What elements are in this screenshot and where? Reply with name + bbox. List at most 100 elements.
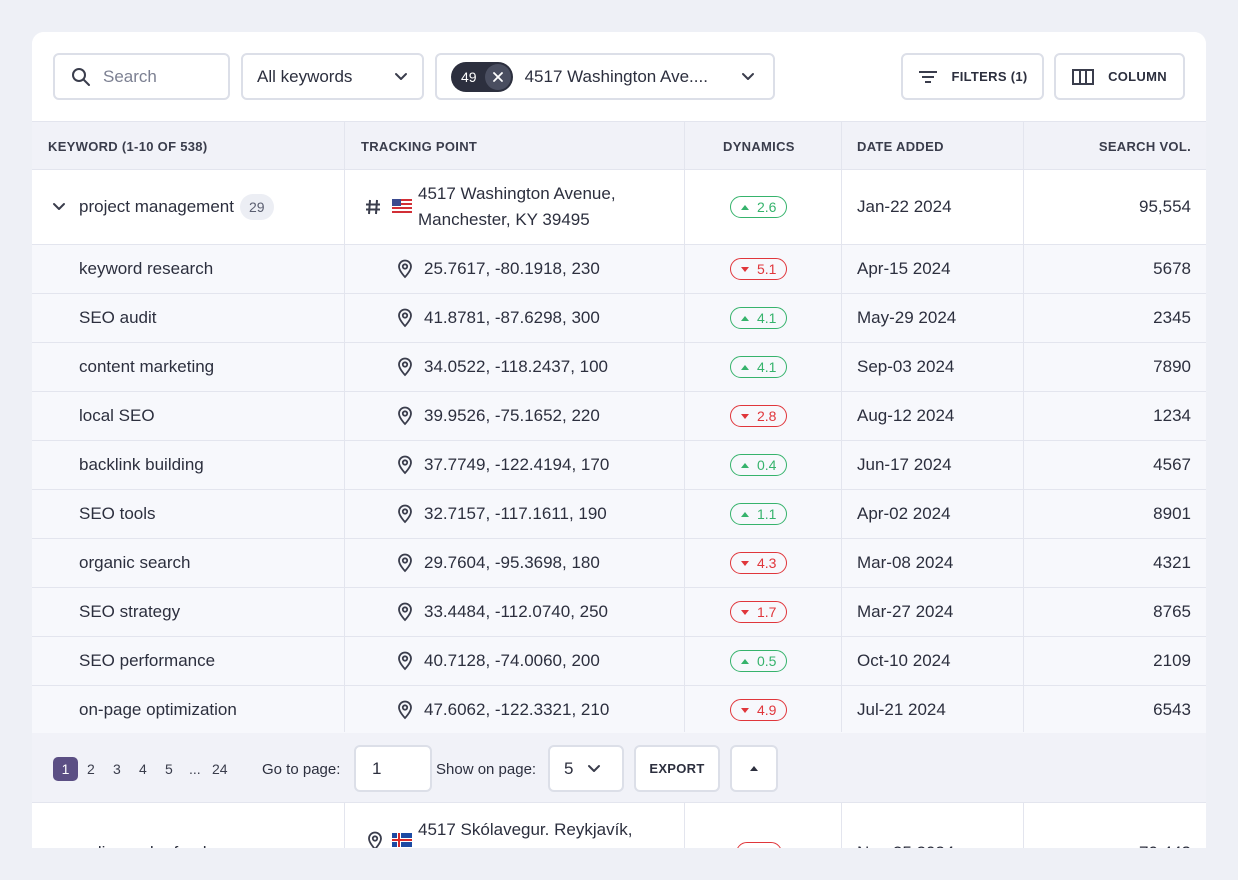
arrow-down-icon	[741, 413, 749, 419]
export-button[interactable]: EXPORT	[634, 745, 720, 792]
keyword-text: organic search	[79, 553, 191, 572]
location-count-pill: 49	[451, 61, 513, 92]
us-flag-icon	[392, 199, 412, 213]
page-ellipsis: ...	[189, 761, 201, 777]
dynamics-value: 1.1	[757, 506, 777, 522]
tracking-cell: 39.9526, -75.1652, 220	[396, 392, 600, 440]
table-row[interactable]: content marketing 34.0522, -118.2437, 100…	[32, 343, 1206, 392]
volume-cell: 7890	[1153, 357, 1191, 376]
chevron-down-icon[interactable]	[52, 200, 66, 214]
table-row[interactable]: on-page optimization 47.6062, -122.3321, …	[32, 686, 1206, 735]
tracking-coordinates: 29.7604, -95.3698, 180	[424, 553, 600, 572]
keyword-filter-select[interactable]: All keywords	[241, 53, 424, 100]
location-select[interactable]: 49 4517 Washington Ave....	[435, 53, 775, 100]
location-value: 4517 Washington Ave....	[524, 66, 708, 86]
arrow-up-icon	[750, 766, 758, 771]
table-row[interactable]: SEO performance 40.7128, -74.0060, 200 0.5…	[32, 637, 1206, 686]
date-cell: Apr-15 2024	[857, 259, 951, 278]
column-divider	[684, 121, 685, 732]
header-tracking-point[interactable]: TRACKING POINT	[361, 138, 478, 154]
tracking-coordinates: 47.6062, -122.3321, 210	[424, 700, 610, 719]
table-row-group[interactable]: project management 29 4517 Washington Av…	[32, 170, 1206, 245]
arrow-up-icon	[741, 462, 749, 468]
table-row[interactable]: SEO audit 41.8781, -87.6298, 300 4.1 May-29…	[32, 294, 1206, 343]
table-row[interactable]: SEO strategy 33.4484, -112.0740, 250 1.7 Ma…	[32, 588, 1206, 637]
column-divider	[1023, 121, 1024, 732]
keyword-text: SEO performance	[79, 651, 216, 670]
chevron-down-icon	[742, 73, 754, 80]
goto-page-input[interactable]: 1	[354, 745, 432, 792]
volume-cell: 2109	[1153, 651, 1191, 670]
arrow-up-icon	[741, 364, 749, 370]
page-link-1[interactable]: 1	[53, 757, 78, 781]
date-cell: Apr-02 2024	[857, 504, 951, 523]
chevron-down-icon	[588, 764, 601, 772]
tracking-cell: 4517 Washington Avenue, Manchester, KY 3…	[364, 170, 616, 244]
date-cell: Sep-03 2024	[857, 357, 955, 376]
table-row-group[interactable]: online order food 4517 Skólavegur. Reykj…	[32, 803, 1206, 848]
page-link-5[interactable]: 5	[165, 761, 173, 777]
dynamics-badge: 2.8	[730, 405, 788, 427]
column-divider	[1023, 803, 1024, 848]
dynamics-cell: 2.6	[730, 170, 788, 244]
tracking-cell: 32.7157, -117.1611, 190	[396, 490, 607, 538]
search-input[interactable]: Search	[53, 53, 230, 100]
tracking-address-line1: 4517 Washington Avenue,	[418, 184, 616, 203]
filters-button[interactable]: FILTERS (1)	[901, 53, 1044, 100]
arrow-up-icon	[741, 658, 749, 664]
column-button[interactable]: COLUMN	[1054, 53, 1185, 100]
dynamics-badge: 4.3	[730, 552, 788, 574]
hash-icon	[366, 199, 380, 215]
dynamics-cell: 4.1	[730, 294, 788, 342]
filter-icon	[918, 70, 937, 83]
header-date-added[interactable]: DATE ADDED	[857, 138, 944, 154]
map-pin-icon	[398, 553, 412, 573]
clear-location-button[interactable]	[484, 63, 511, 90]
map-pin-icon	[398, 259, 412, 279]
dynamics-value: 0.5	[757, 653, 777, 669]
page-link-4[interactable]: 4	[139, 761, 147, 777]
table-header: KEYWORD (1-10 OF 538) TRACKING POINT DYN…	[32, 121, 1206, 170]
table-row[interactable]: backlink building 37.7749, -122.4194, 170…	[32, 441, 1206, 490]
date-cell: Mar-27 2024	[857, 602, 954, 621]
map-pin-icon	[398, 651, 412, 671]
table-row[interactable]: keyword research 25.7617, -80.1918, 230 5.…	[32, 245, 1206, 294]
date-cell: Aug-12 2024	[857, 406, 955, 425]
arrow-up-icon	[741, 204, 749, 210]
volume-cell: 95,554	[1139, 197, 1191, 216]
keywords-card: Search All keywords 49 4517 Washington A…	[32, 32, 1206, 848]
goto-label: Go to page:	[262, 760, 341, 778]
map-pin-icon	[398, 602, 412, 622]
tracking-address-line1: 4517 Skólavegur. Reykjavík,	[418, 820, 633, 839]
column-divider	[344, 121, 345, 732]
dynamics-badge: 4.1	[730, 356, 788, 378]
header-dynamics[interactable]: DYNAMICS	[723, 138, 795, 154]
dynamics-cell: 4.3	[730, 539, 788, 587]
dynamics-value: 4.9	[757, 702, 777, 718]
tracking-cell: 37.7749, -122.4194, 170	[396, 441, 609, 489]
table-row[interactable]: SEO tools 32.7157, -117.1611, 190 1.1 Apr-0…	[32, 490, 1206, 539]
table-row[interactable]: local SEO 39.9526, -75.1652, 220 2.8 Aug-12…	[32, 392, 1206, 441]
volume-cell: 6543	[1153, 700, 1191, 719]
filters-label: FILTERS (1)	[951, 69, 1028, 84]
dynamics-cell: 0.4	[730, 441, 788, 489]
scroll-top-button[interactable]	[730, 745, 778, 792]
arrow-down-icon	[741, 609, 749, 615]
page-link-3[interactable]: 3	[113, 761, 121, 777]
dynamics-cell: 2.8	[730, 392, 788, 440]
iceland-flag-icon	[392, 833, 412, 847]
header-keyword[interactable]: KEYWORD (1-10 OF 538)	[48, 138, 208, 154]
keyword-text: SEO tools	[79, 504, 156, 523]
map-pin-icon	[398, 455, 412, 475]
search-placeholder: Search	[103, 66, 157, 86]
keyword-filter-value: All keywords	[257, 66, 353, 86]
dynamics-badge: 2.6	[730, 196, 788, 218]
page-link-24[interactable]: 24	[212, 761, 228, 777]
table-row[interactable]: organic search 29.7604, -95.3698, 180 4.3 M…	[32, 539, 1206, 588]
header-search-volume[interactable]: SEARCH VOL.	[1098, 138, 1191, 154]
page-link-2[interactable]: 2	[87, 761, 95, 777]
keyword-cell: project management 29	[52, 170, 274, 244]
page-size-select[interactable]: 5	[548, 745, 624, 792]
date-cell: Jan-22 2024	[857, 197, 952, 216]
keyword-text: SEO strategy	[79, 602, 181, 621]
